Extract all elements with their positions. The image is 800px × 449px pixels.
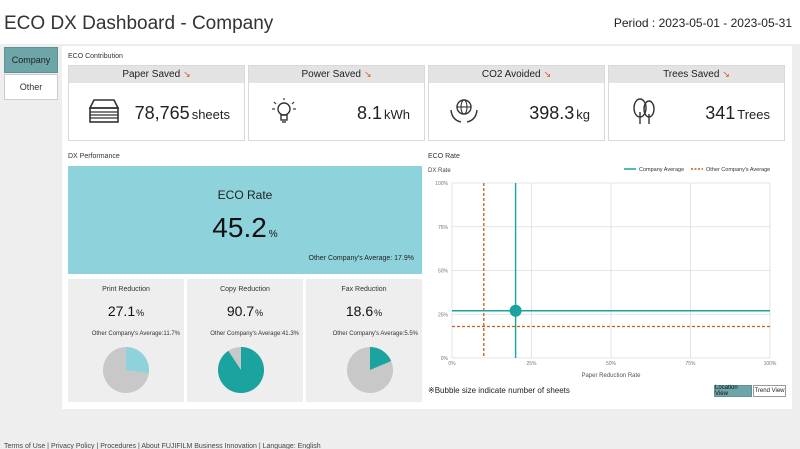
paper-saved-value: 78,765 sheets [135, 103, 230, 124]
x-tick-label: 75% [685, 361, 696, 367]
eco-rate-chart-label: ECO Rate [428, 153, 460, 160]
globe-hands-icon [450, 99, 478, 123]
fax-reduction-panel: Fax Reduction 18.6% Other Company's Aver… [306, 279, 422, 402]
y-tick-label: 100% [435, 181, 448, 187]
copy-reduction-number: 90.7 [226, 303, 255, 319]
location-view-button[interactable]: Location View [714, 385, 752, 397]
power-saved-title: Power Saved [301, 69, 361, 80]
pie-slice [126, 347, 150, 374]
print-reduction-number: 27.1 [107, 303, 136, 319]
eco-contribution-label: ECO Contribution [68, 53, 123, 60]
trees-saved-card: Trees Saved ↘ 341 Trees [608, 65, 785, 141]
copy-reduction-unit: % [255, 308, 264, 318]
x-tick-label: 0% [448, 361, 456, 367]
x-axis-label: Paper Reduction Rate [581, 373, 641, 379]
sidebar-tab-other[interactable]: Other [4, 74, 58, 100]
header: ECO DX Dashboard - Company Period : 2023… [0, 0, 800, 46]
co2-avoided-number: 398.3 [529, 103, 575, 123]
pie-slice [218, 347, 265, 393]
paper-saved-number: 78,765 [134, 103, 190, 123]
x-tick-label: 50% [606, 361, 617, 367]
trend-down-icon: ↘ [543, 69, 552, 79]
paper-stack-icon [88, 99, 120, 123]
fax-reduction-title: Fax Reduction [341, 286, 387, 293]
lightbulb-icon [272, 98, 296, 123]
dx-performance-label: DX Performance [68, 153, 120, 160]
eco-rate-title: ECO Rate [217, 188, 273, 202]
print-reduction-unit: % [136, 308, 145, 318]
power-saved-number: 8.1 [356, 103, 382, 123]
page-title: ECO DX Dashboard - Company [4, 13, 274, 34]
paper-saved-title: Paper Saved [122, 69, 181, 80]
trees-saved-title: Trees Saved [663, 69, 720, 80]
footer-links[interactable]: Terms of Use | Privacy Policy | Procedur… [0, 434, 800, 449]
copy-reduction-panel: Copy Reduction 90.7% Other Company's Ave… [187, 279, 303, 402]
paper-saved-header: Paper Saved ↘ [69, 66, 244, 83]
y-tick-label: 25% [438, 312, 449, 318]
fax-reduction-number: 18.6 [345, 303, 374, 319]
co2-avoided-value: 398.3 kg [529, 103, 590, 124]
print-reduction-panel: Print Reduction 27.1% Other Company's Av… [68, 279, 184, 402]
fax-reduction-other-average: Other Company's Average:5.5% [332, 331, 418, 337]
power-saved-value: 8.1 kWh [357, 103, 410, 124]
copy-reduction-pie [218, 347, 265, 393]
trees-saved-unit: Trees [737, 107, 770, 122]
print-reduction-title: Print Reduction [102, 286, 150, 293]
print-reduction-pie [103, 347, 150, 393]
eco-rate-value: 45.2% [68, 212, 422, 244]
trees-saved-number: 341 [705, 103, 736, 123]
co2-avoided-unit: kg [576, 107, 590, 122]
fax-reduction-value: 18.6% [306, 303, 422, 319]
print-reduction-value: 27.1% [68, 303, 184, 319]
trend-down-icon: ↘ [183, 69, 191, 79]
period-label: Period : 2023-05-01 - 2023-05-31 [613, 16, 792, 30]
y-tick-label: 75% [438, 225, 449, 231]
power-saved-unit: kWh [384, 107, 410, 122]
pie-slice [370, 347, 392, 370]
y-axis-label: DX Rate [428, 168, 451, 174]
paper-saved-unit: sheets [191, 107, 230, 122]
trees-saved-header: Trees Saved ↘ [609, 66, 784, 83]
power-saved-header: Power Saved ↘ [249, 66, 424, 83]
x-tick-label: 100% [764, 361, 777, 367]
eco-rate-number: 45.2 [212, 212, 267, 243]
trend-down-icon: ↘ [722, 69, 730, 79]
y-tick-label: 50% [438, 269, 449, 275]
print-reduction-other-average: Other Company's Average:11.7% [91, 331, 180, 337]
eco-rate-chart: 0%0% 25% 25% 50% 50% 75% 75% 100% 100% DX Rate Pap… [428, 167, 777, 379]
copy-reduction-value: 90.7% [187, 303, 303, 319]
co2-avoided-title: CO2 Avoided [481, 69, 541, 80]
legend-company-label: Company Average [639, 167, 684, 173]
power-saved-card: Power Saved ↘ 8.1 kWh [248, 65, 425, 141]
trend-down-icon: ↘ [363, 69, 372, 79]
co2-avoided-card: CO2 Avoided ↘ 398.3 kg [428, 65, 605, 141]
copy-reduction-other-average: Other Company's Average:41.3% [210, 331, 299, 337]
data-bubble [509, 304, 522, 317]
y-tick-label: 0% [441, 356, 449, 362]
fax-reduction-unit: % [374, 308, 383, 318]
eco-rate-panel: ECO Rate 45.2% Other Company's Average: … [68, 166, 422, 274]
copy-reduction-title: Copy Reduction [220, 286, 270, 293]
eco-rate-unit: % [268, 229, 278, 240]
tree-icon [633, 98, 655, 124]
x-tick-label: 25% [526, 361, 537, 367]
co2-avoided-header: CO2 Avoided ↘ [429, 66, 604, 83]
sidebar-tab-company[interactable]: Company [4, 47, 58, 73]
paper-saved-card: Paper Saved ↘ 78,765 sheets [68, 65, 245, 141]
trees-saved-value: 341 Trees [705, 103, 770, 124]
bubble-size-note: ※Bubble size indicate number of sheets [428, 386, 570, 395]
trend-view-button[interactable]: Trend View [753, 385, 786, 397]
legend-other-label: Other Company's Average [706, 167, 770, 173]
fax-reduction-pie [347, 347, 393, 393]
eco-rate-other-average: Other Company's Average: 17.9% [308, 255, 415, 262]
